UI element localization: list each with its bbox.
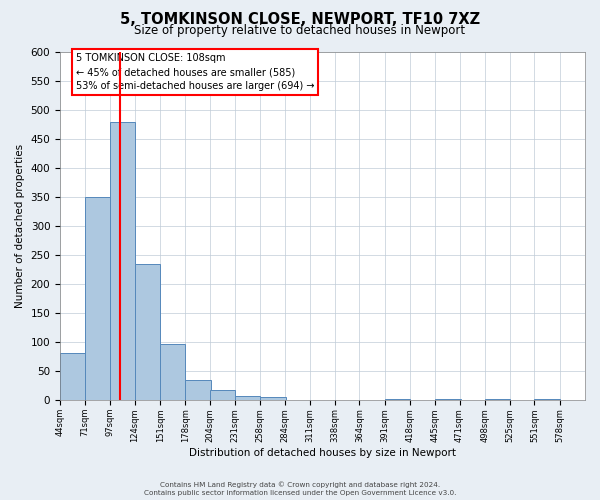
Bar — [435, 398, 461, 400]
Bar — [160, 344, 185, 401]
Bar — [210, 390, 235, 400]
Text: Size of property relative to detached houses in Newport: Size of property relative to detached ho… — [134, 24, 466, 37]
Text: 5 TOMKINSON CLOSE: 108sqm
← 45% of detached houses are smaller (585)
53% of semi: 5 TOMKINSON CLOSE: 108sqm ← 45% of detac… — [76, 53, 314, 91]
Bar — [110, 122, 135, 400]
Bar — [135, 264, 160, 400]
Bar — [60, 352, 85, 401]
Bar — [385, 399, 410, 400]
Text: Contains HM Land Registry data © Crown copyright and database right 2024.: Contains HM Land Registry data © Crown c… — [160, 481, 440, 488]
Text: Contains public sector information licensed under the Open Government Licence v3: Contains public sector information licen… — [144, 490, 456, 496]
Bar — [235, 396, 260, 400]
Bar — [85, 197, 110, 400]
Bar — [185, 380, 211, 400]
Bar — [535, 398, 560, 400]
Y-axis label: Number of detached properties: Number of detached properties — [15, 144, 25, 308]
X-axis label: Distribution of detached houses by size in Newport: Distribution of detached houses by size … — [189, 448, 456, 458]
Bar — [485, 398, 510, 400]
Text: 5, TOMKINSON CLOSE, NEWPORT, TF10 7XZ: 5, TOMKINSON CLOSE, NEWPORT, TF10 7XZ — [120, 12, 480, 28]
Bar — [260, 398, 286, 400]
